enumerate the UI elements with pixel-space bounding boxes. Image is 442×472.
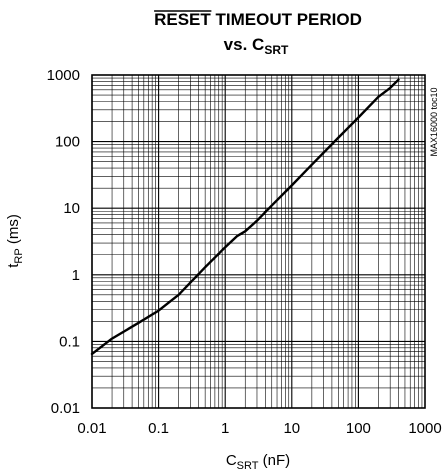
- series-line: [90, 78, 400, 356]
- tick-labels: 0.01 0.1 1 10 100 1000 0.01 0.1 1 10 100 1000: [47, 67, 442, 437]
- y-tick-label: 0.1: [59, 333, 80, 350]
- grid: [91, 75, 425, 409]
- title-rest: TIMEOUT PERIOD: [211, 10, 362, 29]
- title-overlined-word: RESET: [154, 10, 211, 29]
- x-tick-label: 1: [221, 420, 229, 437]
- chart-title-line1: RESET TIMEOUT PERIOD: [154, 10, 362, 29]
- x-tick-label: 100: [346, 420, 371, 437]
- y-tick-label: 100: [55, 134, 80, 151]
- x-tick-label: 1000: [408, 420, 441, 437]
- x-tick-label: 0.1: [148, 420, 169, 437]
- y-tick-label: 10: [63, 200, 80, 217]
- y-tick-label: 1: [72, 267, 80, 284]
- x-axis-label: CSRT (nF): [226, 452, 290, 472]
- chart-title-line2: vs. CSRT: [224, 35, 289, 57]
- plot-frame: [91, 74, 426, 409]
- y-tick-label: 0.01: [51, 400, 80, 417]
- y-axis-label: tRP (ms): [5, 214, 25, 268]
- y-tick-label: 1000: [47, 67, 80, 84]
- x-tick-label: 10: [283, 420, 300, 437]
- x-tick-label: 0.01: [77, 420, 106, 437]
- part-label: MAX16000 toc10: [429, 87, 439, 156]
